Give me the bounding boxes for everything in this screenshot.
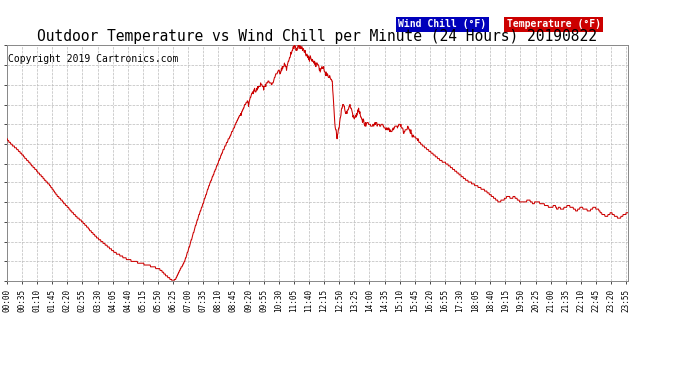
Title: Outdoor Temperature vs Wind Chill per Minute (24 Hours) 20190822: Outdoor Temperature vs Wind Chill per Mi… [37,29,598,44]
Text: Temperature (°F): Temperature (°F) [506,19,601,29]
Text: Copyright 2019 Cartronics.com: Copyright 2019 Cartronics.com [8,54,179,64]
Text: Wind Chill (°F): Wind Chill (°F) [398,19,486,29]
